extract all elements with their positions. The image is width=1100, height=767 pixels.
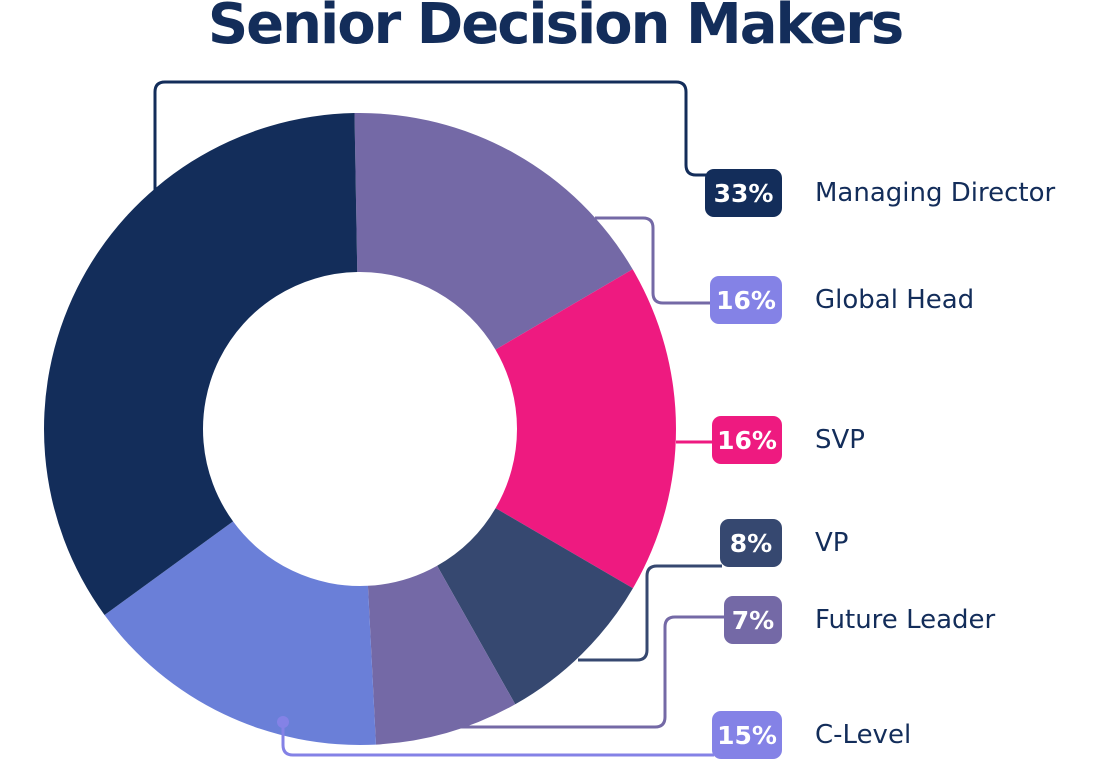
slice-future-leader [367,565,516,745]
value-label: 16% [712,416,782,464]
value-label: 15% [712,711,782,759]
legend-label: C-Level [815,720,912,750]
legend-label: Global Head [815,285,975,315]
legend-label: VP [815,528,849,558]
legend-label: Future Leader [815,605,996,635]
chart-title: Senior Decision Makers [207,0,904,57]
slice-svp [495,269,676,589]
slice-global-head [354,113,633,350]
value-label: 8% [720,519,782,567]
leader-line [281,722,714,757]
leader-line [455,615,726,729]
value-label: 33% [705,169,782,217]
legend-label: SVP [815,425,865,455]
value-label: 7% [724,596,782,644]
leader-line [578,564,722,662]
value-label: 16% [710,276,782,324]
leader-line [153,80,706,190]
slice-c-level [104,521,376,745]
slice-managing-director [43,113,358,615]
leader-line [595,216,712,305]
legend-label: Managing Director [815,178,1056,208]
slice-vp [437,508,633,705]
leader-dot [277,716,289,728]
